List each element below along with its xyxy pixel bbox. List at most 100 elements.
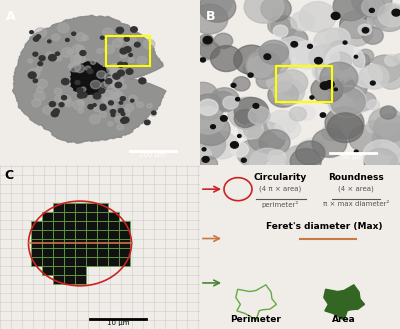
Circle shape [250,148,285,178]
Circle shape [128,58,134,63]
Circle shape [200,58,206,62]
Circle shape [72,44,83,54]
Circle shape [37,79,48,88]
Circle shape [90,80,101,89]
Circle shape [93,93,101,99]
Circle shape [110,64,120,71]
Circle shape [321,48,345,68]
Circle shape [71,55,82,64]
Bar [52,221,64,230]
Circle shape [244,0,284,23]
Circle shape [192,94,224,120]
Bar [52,230,64,239]
Bar [118,221,130,230]
Circle shape [325,81,334,88]
Circle shape [367,100,380,110]
Bar [108,257,118,266]
Circle shape [368,55,400,83]
Circle shape [237,139,270,167]
Circle shape [80,87,86,91]
Circle shape [152,111,156,115]
Circle shape [104,73,114,81]
Bar [96,212,108,221]
Circle shape [56,52,60,55]
Circle shape [284,145,316,171]
Circle shape [378,3,400,27]
Circle shape [238,135,241,138]
Circle shape [124,37,129,41]
Circle shape [116,27,124,33]
Circle shape [362,27,383,44]
Bar [96,248,108,257]
Circle shape [248,107,270,124]
Bar [118,239,130,248]
Text: 10 μm: 10 μm [107,320,129,326]
Circle shape [101,82,110,89]
Circle shape [53,109,59,114]
Circle shape [106,77,114,84]
Circle shape [111,68,116,72]
Circle shape [115,82,122,88]
Circle shape [102,97,107,101]
Circle shape [210,88,239,112]
Circle shape [234,97,269,126]
Circle shape [326,45,365,77]
Circle shape [275,118,301,139]
Bar [42,212,52,221]
Bar [108,221,118,230]
Bar [118,257,130,266]
Bar [96,239,108,248]
Circle shape [374,114,400,142]
Circle shape [353,63,382,88]
Circle shape [349,125,382,152]
Bar [106,36,150,66]
Circle shape [131,27,137,32]
Circle shape [298,106,316,120]
Circle shape [248,73,253,77]
Circle shape [268,82,298,107]
Bar [276,66,332,102]
Circle shape [277,70,308,95]
Text: perimeter²: perimeter² [261,201,299,208]
Circle shape [380,70,400,89]
Circle shape [76,33,86,41]
Circle shape [214,33,233,49]
Circle shape [254,44,291,75]
Circle shape [39,56,45,61]
Circle shape [291,12,314,31]
Circle shape [234,45,269,74]
Circle shape [312,60,340,82]
Bar [108,239,118,248]
Circle shape [59,95,71,104]
Circle shape [312,129,347,157]
Circle shape [369,9,374,13]
Circle shape [72,32,76,36]
Circle shape [143,39,155,49]
Circle shape [111,114,115,116]
Circle shape [200,156,218,171]
Circle shape [394,54,400,64]
Circle shape [144,120,150,125]
Circle shape [34,37,39,41]
Bar [30,221,42,230]
Polygon shape [13,15,166,143]
Text: π × max diameter²: π × max diameter² [323,201,389,207]
Circle shape [59,103,64,107]
Circle shape [238,118,263,139]
Bar [74,203,86,212]
PathPatch shape [324,285,364,320]
Circle shape [286,42,302,56]
Circle shape [62,95,66,100]
Circle shape [363,140,400,171]
Text: 200 μm: 200 μm [138,152,166,158]
Circle shape [205,132,238,159]
Circle shape [38,62,43,65]
Circle shape [48,40,51,43]
Circle shape [37,66,42,71]
Circle shape [234,110,256,128]
Circle shape [372,124,400,155]
Circle shape [354,92,376,110]
Circle shape [107,65,117,74]
Bar [96,257,108,266]
Circle shape [89,115,100,124]
